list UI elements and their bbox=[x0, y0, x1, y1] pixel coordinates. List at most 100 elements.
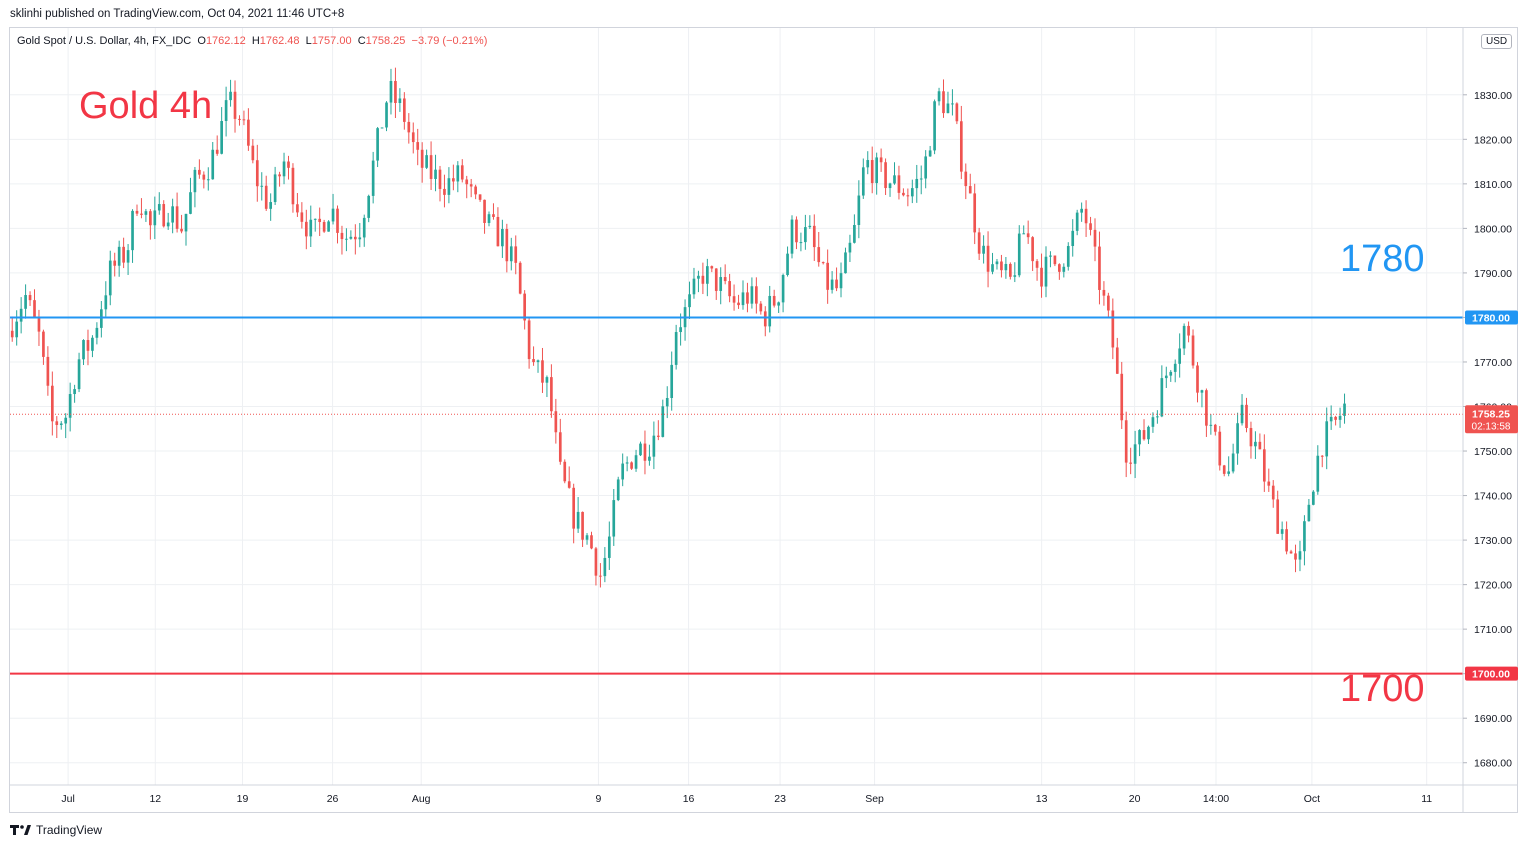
time-tick-label: 26 bbox=[327, 793, 339, 805]
time-tick-label: 9 bbox=[596, 793, 602, 805]
candle-body bbox=[1049, 255, 1052, 257]
candle-body bbox=[799, 242, 803, 244]
candle-body bbox=[215, 149, 219, 154]
candle-body bbox=[37, 317, 41, 332]
candle-body bbox=[893, 175, 896, 184]
candle-body bbox=[153, 210, 157, 226]
currency-badge[interactable]: USD bbox=[1481, 34, 1513, 49]
candle-body bbox=[1164, 375, 1168, 379]
footer-brand[interactable]: TradingView bbox=[10, 823, 102, 837]
candle-body bbox=[594, 548, 598, 576]
candle-body bbox=[1017, 233, 1021, 276]
candle-body bbox=[389, 80, 393, 103]
candle-body bbox=[536, 360, 540, 363]
candle-body bbox=[1294, 553, 1297, 560]
candle-body bbox=[888, 183, 892, 189]
candle-body bbox=[643, 443, 647, 461]
candle-body bbox=[1262, 449, 1266, 482]
candle-body bbox=[995, 261, 999, 265]
candle-body bbox=[550, 377, 553, 412]
candle-body bbox=[33, 300, 36, 318]
candle-body bbox=[750, 286, 754, 304]
grid bbox=[10, 28, 1463, 785]
time-tick-label: 13 bbox=[1036, 793, 1048, 805]
candle-body bbox=[416, 142, 420, 150]
candle-body bbox=[443, 188, 446, 195]
candle-body bbox=[1343, 403, 1346, 416]
candle-body bbox=[737, 302, 740, 306]
candle-body bbox=[287, 161, 290, 168]
candle-body bbox=[563, 461, 567, 482]
candle-body bbox=[527, 320, 531, 360]
candle-body bbox=[82, 340, 85, 360]
candle-body bbox=[719, 277, 723, 291]
candle-body bbox=[541, 360, 544, 383]
candle-body bbox=[1075, 212, 1079, 231]
candle-body bbox=[977, 232, 981, 254]
candle-body bbox=[108, 260, 112, 296]
candle-body bbox=[973, 193, 977, 233]
candle-body bbox=[808, 225, 812, 228]
candle-body bbox=[460, 165, 464, 180]
candle-body bbox=[273, 174, 277, 203]
candle-body bbox=[278, 174, 281, 177]
candle-body bbox=[861, 167, 865, 196]
candle-body bbox=[1338, 415, 1342, 420]
candle-body bbox=[1084, 208, 1088, 224]
candle-body bbox=[572, 487, 576, 529]
candle-body bbox=[28, 295, 32, 301]
candle-body bbox=[884, 162, 887, 189]
candle-body bbox=[313, 218, 317, 220]
candle-body bbox=[220, 120, 223, 154]
candle-body bbox=[175, 206, 179, 229]
candle-body bbox=[768, 295, 772, 327]
price-tick-label: 1800.00 bbox=[1474, 223, 1512, 235]
candle-body bbox=[1218, 431, 1222, 466]
candle-body bbox=[616, 479, 620, 501]
candle-body bbox=[1334, 416, 1337, 420]
candle-body bbox=[1205, 390, 1208, 426]
candle-body bbox=[741, 292, 745, 306]
candle-body bbox=[478, 194, 482, 200]
candle-body bbox=[376, 128, 379, 161]
time-axis[interactable]: Jul 12 19 26 Aug 9 16 23 Sep 13 20 14:00 Oct 11 bbox=[61, 793, 1432, 805]
candle-body bbox=[897, 175, 901, 193]
candle-body bbox=[906, 195, 910, 197]
candle-body bbox=[746, 292, 749, 304]
candles bbox=[10, 67, 1346, 588]
price-tick-label: 1740.00 bbox=[1474, 491, 1512, 503]
candle-body bbox=[501, 228, 504, 247]
candle-body bbox=[496, 216, 500, 247]
candle-body bbox=[10, 330, 14, 338]
level-lines bbox=[10, 316, 1463, 675]
candle-body bbox=[1133, 444, 1137, 464]
candle-body bbox=[545, 377, 549, 383]
candle-body bbox=[772, 295, 776, 306]
candle-body bbox=[639, 443, 642, 456]
candle-body bbox=[1178, 348, 1182, 364]
candle-body bbox=[1316, 455, 1320, 492]
candle-body bbox=[1303, 521, 1306, 552]
candle-body bbox=[875, 157, 879, 184]
candle-body bbox=[982, 245, 985, 254]
candle-body bbox=[1066, 246, 1070, 267]
candle-body bbox=[340, 232, 344, 240]
candle-body bbox=[24, 295, 27, 309]
candle-body bbox=[1102, 289, 1106, 296]
annotation-title: Gold 4h bbox=[79, 85, 212, 127]
candle-body bbox=[795, 219, 798, 243]
candle-body bbox=[870, 160, 874, 184]
candle-body bbox=[1169, 371, 1173, 376]
candle-body bbox=[1236, 423, 1239, 454]
candle-body bbox=[255, 160, 259, 187]
candle-body bbox=[830, 279, 834, 290]
candle-body bbox=[1080, 208, 1083, 213]
published-caption: sklinhi published on TradingView.com, Oc… bbox=[10, 8, 345, 20]
candle-body bbox=[1147, 426, 1150, 440]
time-tick-label: 14:00 bbox=[1203, 793, 1229, 805]
candle-body bbox=[879, 157, 883, 163]
time-tick-label: 20 bbox=[1129, 793, 1141, 805]
candle-body bbox=[1053, 255, 1057, 265]
candle-body bbox=[804, 227, 807, 243]
